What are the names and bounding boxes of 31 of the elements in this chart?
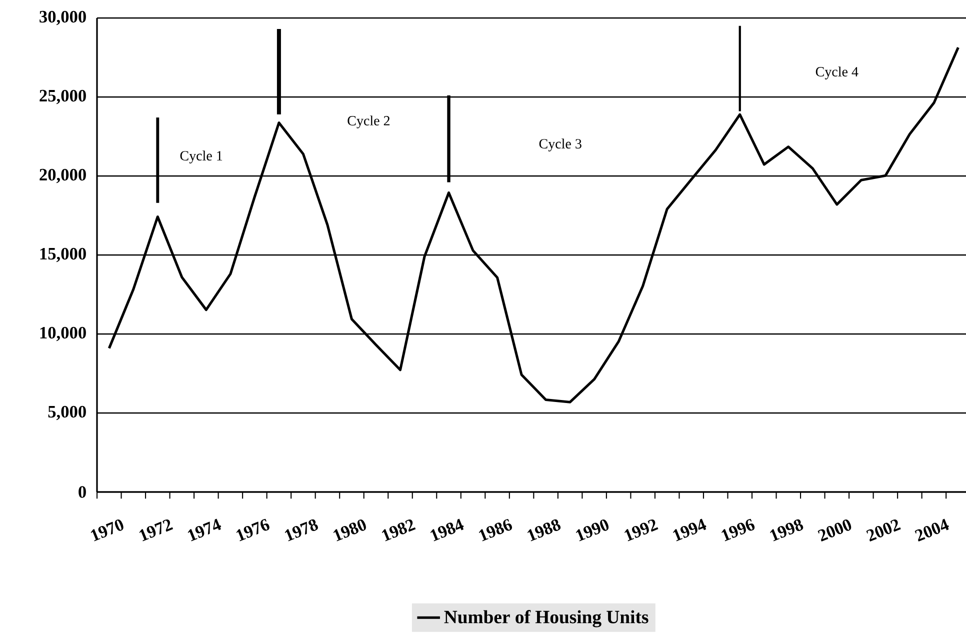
x-tick-label: 1972 [139, 519, 174, 542]
annotation: Cycle 1 [180, 150, 222, 164]
legend-label: Number of Housing Units [444, 610, 648, 628]
annotation: Cycle 4 [816, 66, 858, 80]
x-tick-label: 1996 [722, 518, 755, 542]
x-tick-label: 1976 [236, 518, 270, 542]
x-tick-label: 1992 [624, 519, 658, 542]
x-tick-label: 1990 [576, 519, 609, 542]
x-tick-label: 1974 [188, 518, 222, 542]
x-tick-label: 1980 [333, 519, 366, 542]
x-tick-label: 2004 [914, 518, 949, 542]
y-tick-label: 15,000 [40, 248, 86, 262]
annotation: Cycle 2 [348, 116, 390, 128]
x-tick-label: 1984 [430, 518, 464, 542]
x-tick-label: 1994 [673, 518, 706, 542]
x-tick-label: 1982 [382, 520, 416, 542]
x-tick-label: 1988 [528, 519, 561, 542]
x-tick-label: 1998 [770, 519, 804, 542]
line-series [108, 46, 960, 404]
y-tick-label: 5,000 [48, 406, 86, 420]
x-tick-label: 2002 [866, 520, 901, 542]
y-tick-label: 20,000 [40, 168, 86, 184]
y-tick-label: 10,000 [40, 326, 86, 342]
x-tick-label: 1970 [90, 519, 124, 542]
y-tick-label: 25,000 [40, 90, 86, 104]
x-tick-label: 2000 [818, 519, 852, 542]
x-tick-label: 1978 [284, 519, 318, 542]
y-tick-label: 30,000 [40, 10, 86, 26]
y-tick-label: 0 [78, 486, 86, 498]
x-tick-label: 1986 [478, 518, 512, 542]
annotation: Cycle 3 [539, 138, 582, 152]
